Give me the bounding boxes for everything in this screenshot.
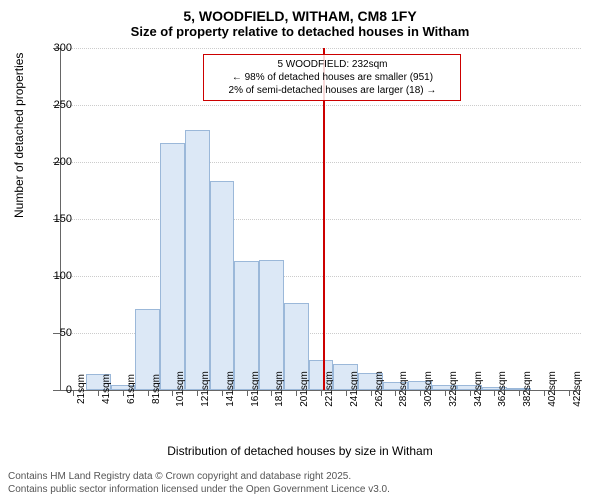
y-tick-label: 300	[54, 42, 72, 54]
grid-line	[61, 219, 581, 220]
y-tick-label: 50	[60, 327, 72, 339]
x-tick	[420, 390, 421, 396]
y-tick-label: 250	[54, 99, 72, 111]
y-tick-label: 150	[54, 213, 72, 225]
annotation-line: 2% of semi-detached houses are larger (1…	[210, 84, 454, 97]
footer-attribution: Contains HM Land Registry data © Crown c…	[8, 470, 390, 496]
x-tick	[569, 390, 570, 396]
x-axis-title: Distribution of detached houses by size …	[0, 444, 600, 458]
footer-line2: Contains public sector information licen…	[8, 483, 390, 496]
histogram-bar	[210, 181, 235, 390]
y-tick-label: 0	[66, 384, 72, 396]
grid-line	[61, 105, 581, 106]
x-tick-label: 402sqm	[547, 371, 558, 407]
chart-title-main: 5, WOODFIELD, WITHAM, CM8 1FY	[0, 0, 600, 24]
x-tick	[371, 390, 372, 396]
x-tick	[395, 390, 396, 396]
x-tick	[296, 390, 297, 396]
x-tick	[172, 390, 173, 396]
plot-area: 21sqm41sqm61sqm81sqm101sqm121sqm141sqm16…	[60, 48, 581, 391]
chart-container: 5, WOODFIELD, WITHAM, CM8 1FY Size of pr…	[0, 0, 600, 500]
x-tick	[197, 390, 198, 396]
x-tick	[148, 390, 149, 396]
y-tick-label: 200	[54, 156, 72, 168]
grid-line	[61, 276, 581, 277]
x-tick	[445, 390, 446, 396]
y-tick-label: 100	[54, 270, 72, 282]
x-tick	[321, 390, 322, 396]
histogram-bar	[185, 130, 210, 390]
x-tick	[544, 390, 545, 396]
annotation-line: 5 WOODFIELD: 232sqm	[210, 58, 454, 71]
x-tick	[494, 390, 495, 396]
footer-line1: Contains HM Land Registry data © Crown c…	[8, 470, 390, 483]
x-tick	[247, 390, 248, 396]
y-axis-title: Number of detached properties	[12, 53, 26, 218]
x-tick	[98, 390, 99, 396]
x-tick	[123, 390, 124, 396]
grid-line	[61, 48, 581, 49]
x-tick	[271, 390, 272, 396]
histogram-bar	[160, 143, 185, 390]
x-tick-label: 382sqm	[522, 371, 533, 407]
x-tick	[222, 390, 223, 396]
x-tick	[519, 390, 520, 396]
annotation-line: ← 98% of detached houses are smaller (95…	[210, 71, 454, 84]
y-tick	[53, 390, 61, 391]
annotation-box: 5 WOODFIELD: 232sqm← 98% of detached hou…	[203, 54, 461, 101]
x-tick-label: 422sqm	[572, 371, 583, 407]
x-tick	[73, 390, 74, 396]
x-tick	[470, 390, 471, 396]
grid-line	[61, 162, 581, 163]
x-tick	[346, 390, 347, 396]
chart-title-sub: Size of property relative to detached ho…	[0, 24, 600, 43]
